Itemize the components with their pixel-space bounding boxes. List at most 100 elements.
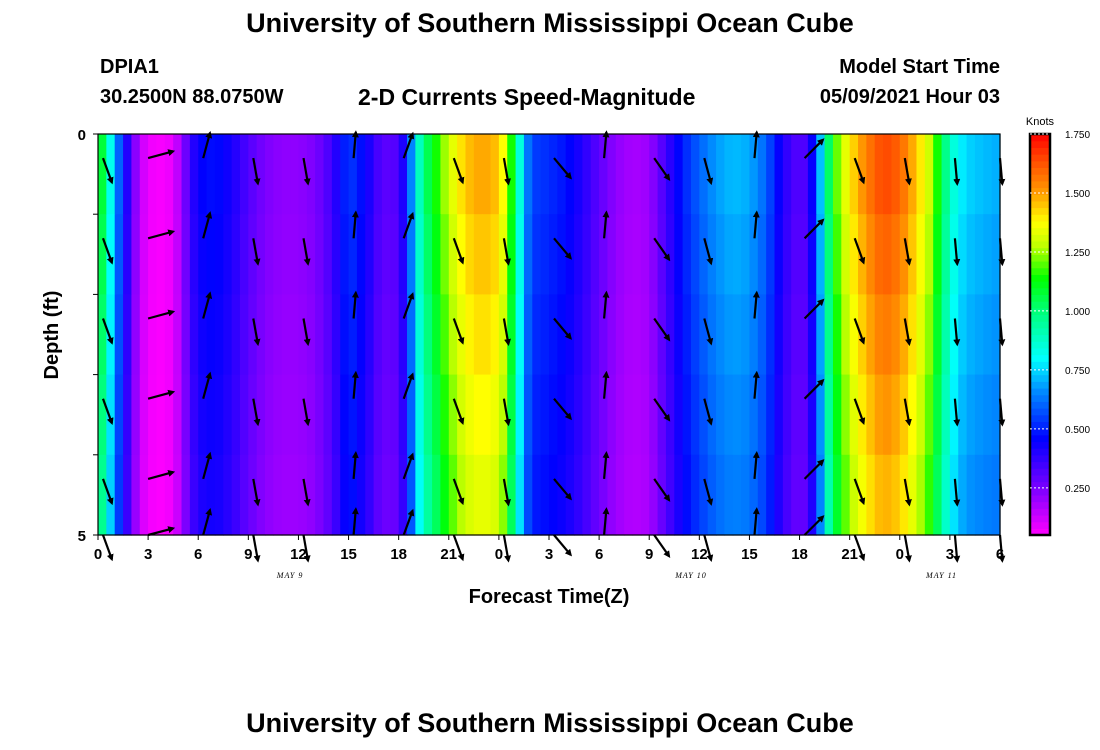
heatmap-cell (624, 294, 634, 376)
heatmap-cell (615, 214, 625, 295)
heatmap-cell (281, 374, 291, 456)
heatmap-cell (348, 454, 358, 536)
heatmap-cell (983, 134, 993, 215)
heatmap-cell (340, 454, 350, 536)
current-arrow (202, 291, 213, 319)
heatmap-cell (340, 294, 350, 376)
heatmap-cell (106, 454, 116, 536)
heatmap-cell (498, 214, 508, 295)
heatmap-cell (858, 214, 867, 295)
current-arrow (351, 451, 359, 479)
heatmap-cell (640, 374, 650, 456)
heatmap-cell (916, 134, 926, 215)
x-tick-label: 0 (896, 546, 904, 563)
heatmap-cell (381, 374, 391, 456)
current-arrow (402, 452, 415, 480)
heatmap-cell (331, 374, 341, 456)
heatmap-cell (498, 454, 508, 536)
station-id: DPIA1 (100, 56, 159, 78)
heatmap-cell (448, 214, 458, 295)
heatmap-cell (465, 454, 475, 536)
heatmap-cell (991, 214, 1001, 295)
colorbar-segment (1030, 207, 1050, 215)
heatmap-cell (306, 134, 316, 215)
colorbar-segment (1030, 301, 1050, 309)
heatmap-cell (908, 294, 918, 376)
heatmap-cell (816, 374, 826, 456)
heatmap-cell (574, 454, 584, 536)
heatmap-cell (181, 454, 191, 536)
current-arrow (803, 515, 825, 536)
heatmap-cell (348, 294, 358, 376)
heatmap-cell (148, 294, 158, 376)
heatmap-cell (298, 214, 308, 295)
heatmap-cell (498, 134, 508, 215)
current-arrow (101, 237, 114, 265)
heatmap-cell (949, 214, 959, 295)
heatmap-cell (941, 374, 951, 456)
heatmap-cell (465, 134, 475, 215)
heatmap-cell (682, 454, 692, 536)
heatmap-cell (214, 454, 224, 536)
plot-title: 2-D Currents Speed-Magnitude (358, 84, 696, 110)
heatmap-cell (448, 374, 458, 456)
heatmap-cell (832, 454, 842, 536)
heatmap-cell (590, 374, 600, 456)
current-arrow (803, 298, 825, 320)
station-coordinates: 30.2500N 88.0750W (100, 86, 284, 108)
heatmap-cell (858, 294, 867, 376)
heatmap-cell (173, 454, 183, 536)
heatmap-cell (632, 454, 642, 536)
heatmap-cell (223, 294, 233, 376)
heatmap-cell (716, 134, 725, 215)
heatmap-cell (908, 374, 918, 456)
heatmap-cell (256, 134, 266, 215)
colorbar-segment (1030, 294, 1050, 302)
heatmap-cell (699, 454, 709, 536)
colorbar-segment (1030, 314, 1050, 322)
heatmap-cell (390, 454, 400, 536)
heatmap-cell (899, 214, 909, 295)
current-arrow (351, 507, 359, 536)
heatmap-cell (624, 374, 634, 456)
heatmap-cell (557, 454, 567, 536)
heatmap-cell (214, 294, 224, 376)
current-arrow (903, 478, 912, 507)
heatmap-cell (916, 294, 926, 376)
heatmap-cell (432, 374, 442, 456)
heatmap-cell (782, 454, 792, 536)
heatmap-cell (757, 374, 767, 456)
heatmap-cell (983, 374, 993, 456)
heatmap-cell (958, 214, 968, 295)
colorbar-segment (1030, 441, 1050, 449)
heatmap-cell (749, 454, 759, 536)
heatmap-cell (690, 134, 700, 215)
heatmap-cell (323, 374, 333, 456)
heatmap-cell (724, 134, 734, 215)
colorbar-segment (1030, 481, 1050, 489)
heatmap-cell (532, 454, 542, 536)
current-arrow (903, 157, 912, 186)
heatmap-cell (582, 214, 592, 295)
heatmap-cell (657, 214, 667, 295)
heatmap-cell (173, 374, 183, 456)
current-arrow (502, 238, 511, 266)
heatmap-cell (883, 454, 893, 536)
current-arrow (101, 318, 114, 345)
heatmap-cell (331, 214, 341, 295)
heatmap-cell (958, 454, 968, 536)
heatmap-cell (256, 294, 266, 376)
heatmap-cell (231, 454, 241, 536)
current-arrow (602, 210, 610, 239)
heatmap-cell (156, 214, 166, 295)
heatmap-cell (239, 294, 249, 376)
heatmap-cell (858, 374, 867, 456)
current-arrow (853, 157, 866, 185)
heatmap-cell (356, 454, 366, 536)
heatmap-cell (766, 294, 776, 376)
x-tick-label: 6 (194, 546, 202, 563)
heatmap-cell (156, 294, 166, 376)
colorbar-segment (1030, 494, 1050, 503)
heatmap-cell (824, 454, 834, 536)
heatmap-cell (665, 294, 675, 376)
